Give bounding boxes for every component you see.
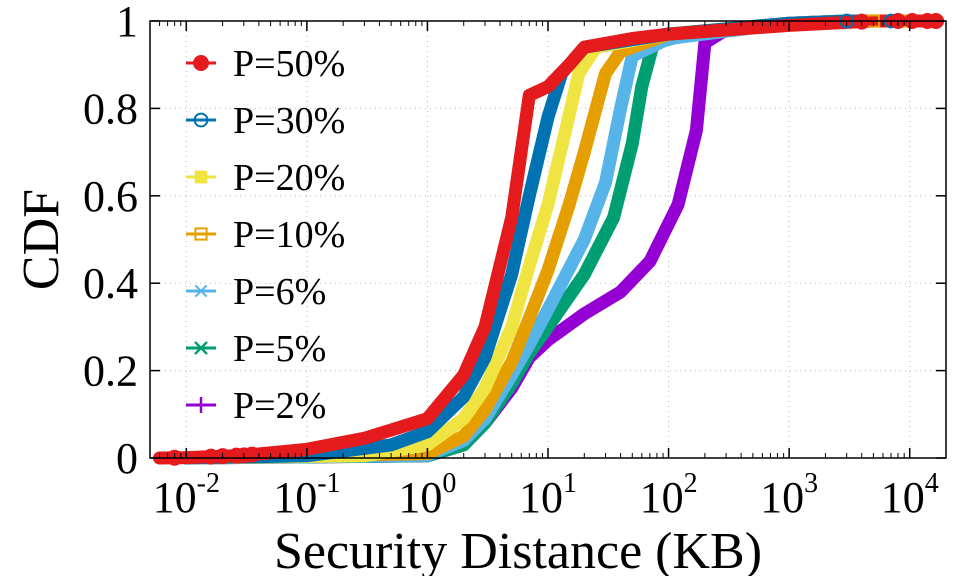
legend-item: P=5% <box>186 328 326 370</box>
legend-label: P=5% <box>233 328 326 370</box>
legend-label: P=30% <box>233 100 345 142</box>
marker-square <box>194 227 208 241</box>
marker-dot <box>193 55 209 71</box>
marker <box>193 112 209 128</box>
marker <box>243 446 260 463</box>
y-tick-label: 0.6 <box>83 172 138 221</box>
marker <box>193 284 209 298</box>
x-tick-label: 104 <box>881 468 939 522</box>
axis-ticks: 0 0.2 0.4 0.6 0.8 1 10-2 10-1 100 101 102 103 104 <box>83 0 947 522</box>
marker <box>202 448 219 465</box>
legend-label: P=50% <box>233 43 345 85</box>
series-lines <box>153 14 944 465</box>
x-axis-title: Security Distance (KB) <box>274 523 762 576</box>
y-axis-title: CDF <box>13 189 70 290</box>
legend-item: P=30% <box>186 100 345 142</box>
legend-label: P=10% <box>233 214 345 256</box>
legend-label: P=6% <box>233 271 326 313</box>
legend-item: P=20% <box>186 157 345 199</box>
legend-label: P=20% <box>233 157 345 199</box>
y-tick-label: 0.4 <box>83 259 138 308</box>
marker-dot <box>243 446 260 463</box>
x-tick-label: 101 <box>519 468 577 522</box>
marker-dot <box>202 448 219 465</box>
x-tick-label: 100 <box>398 468 456 522</box>
x-tick-label: 10-2 <box>153 468 220 522</box>
y-tick-label: 0.2 <box>83 347 138 396</box>
x-tick-label: 10-1 <box>273 468 340 522</box>
marker-square <box>194 170 208 184</box>
legend-item: P=6% <box>186 271 326 313</box>
series-line-P=50% <box>153 14 944 465</box>
x-tick-label: 103 <box>760 468 818 522</box>
marker-cross-b <box>194 341 208 355</box>
marker-star-b <box>194 284 208 298</box>
marker <box>194 170 208 184</box>
y-tick-label: 1 <box>116 0 138 46</box>
marker <box>194 341 208 355</box>
legend-item: P=2% <box>186 385 326 427</box>
marker-ring <box>193 112 209 128</box>
legend-item: P=10% <box>186 214 345 256</box>
x-tick-label: 102 <box>640 468 698 522</box>
legend-label: P=2% <box>233 385 326 427</box>
marker <box>193 397 209 413</box>
marker <box>193 55 209 71</box>
legend-item: P=50% <box>186 43 345 85</box>
marker <box>194 227 208 241</box>
legend: P=50% P=30% P=20% P=10% P=6% P=5% P=2% <box>186 43 345 427</box>
y-tick-label: 0 <box>116 434 138 483</box>
y-tick-label: 0.8 <box>83 84 138 133</box>
